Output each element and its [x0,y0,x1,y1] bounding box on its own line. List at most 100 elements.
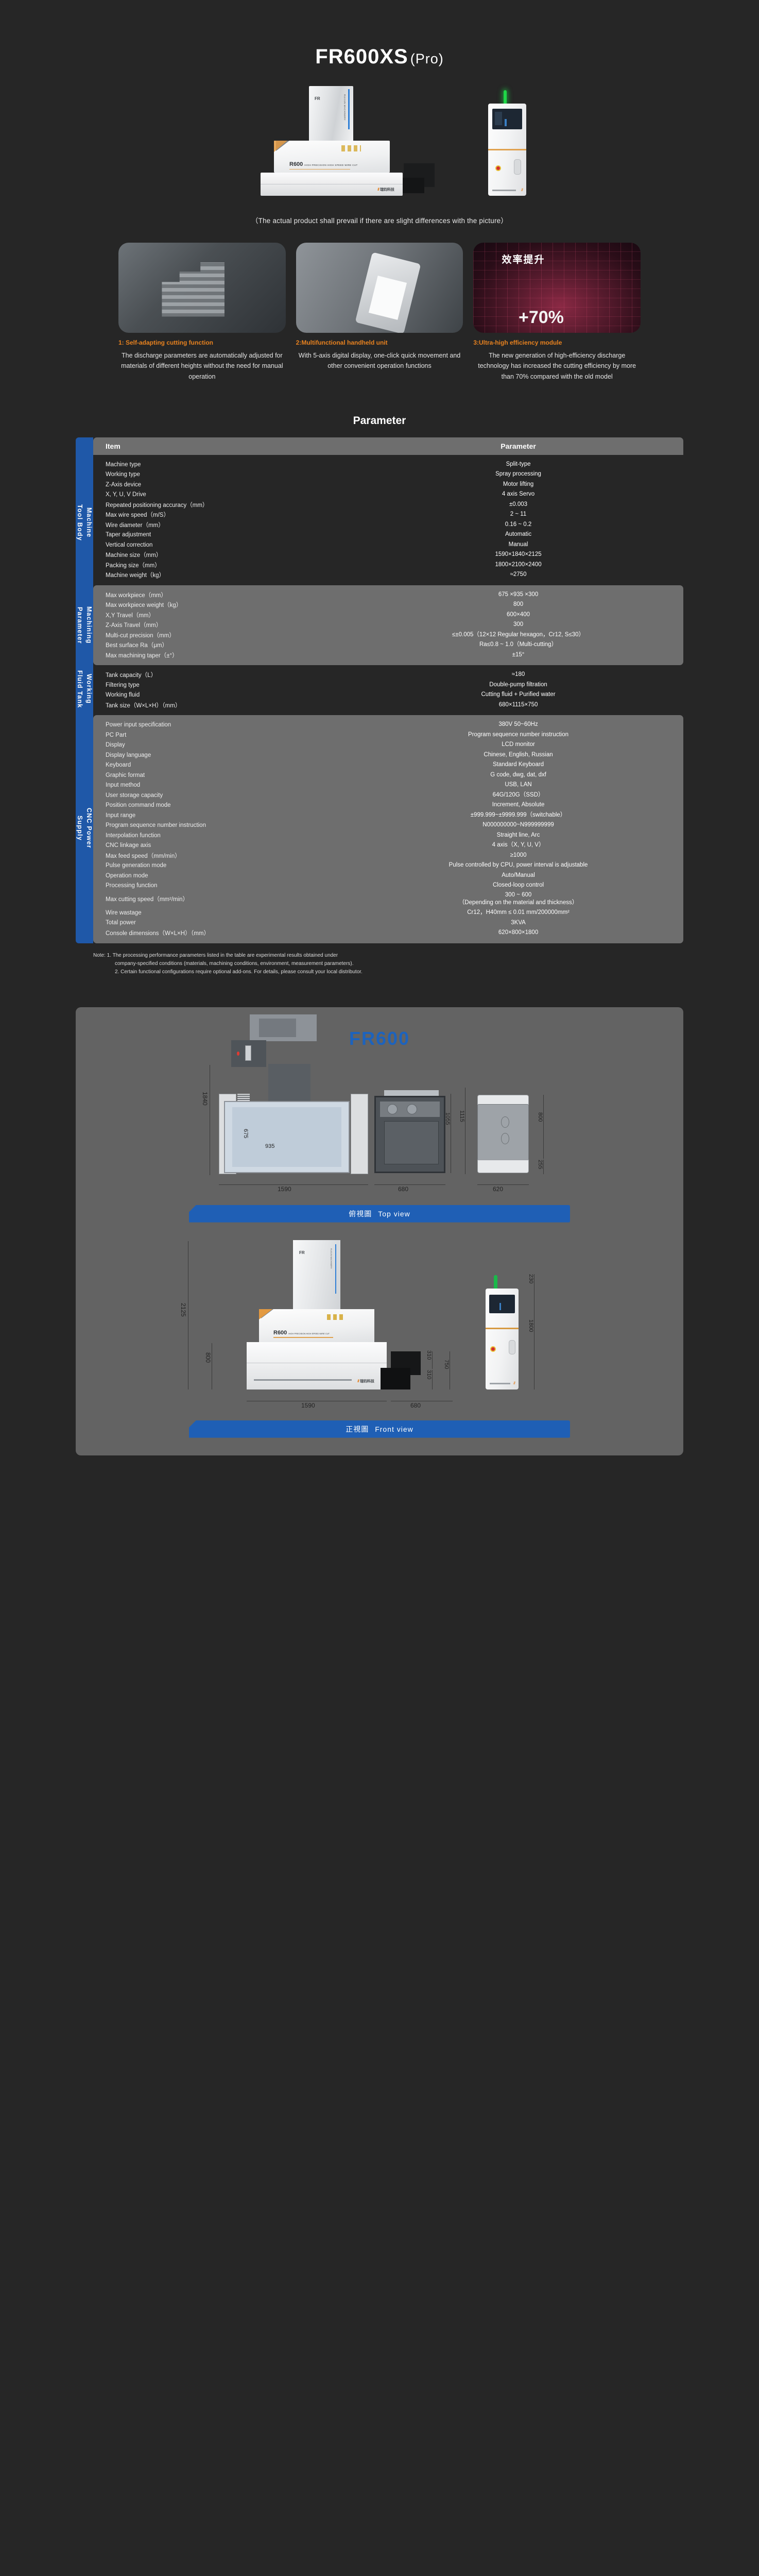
param-item-label: X, Y, U, V Drive [106,492,146,498]
param-value: Auto/Manual [502,872,535,878]
param-item-label: Pulse generation mode [106,862,167,869]
machine-base-cabinet: ///瑞钧科技 [261,173,403,196]
param-item-label: Filtering type [106,682,140,688]
param-item-label: Input range [106,812,136,819]
fv-base-handle [254,1379,352,1381]
param-item-label: Max workpiece（mm） [106,592,167,599]
param-value: Double-pump filtration [489,681,547,688]
fv-emergency-stop-icon [490,1346,496,1352]
table-row: Wire wastage Cr12，H40mm ≤ 0.01 mm/200000m… [106,908,671,918]
param-item-label: Z-Axis Travel（mm） [106,622,162,629]
handheld-remote-icon [514,159,521,175]
param-item-label: CNC linkage axis [106,842,151,849]
dim-line-console-depth [543,1094,544,1159]
table-row: Z-Axis device Motor lifting [106,480,671,490]
dim-width-680: 680 [398,1185,409,1193]
fv-brand-logo: ///瑞钧科技 [357,1379,374,1383]
parameter-heading: Parameter [353,414,406,427]
dim-console-led-230: 230 [528,1274,534,1284]
machine-illustration: FR RUIJUN MACHINERY R600 HIGH PRECISION H… [220,86,442,197]
table-row: Max machining taper（±°） ±15° [106,650,671,660]
dim-fv-width-1590: 1590 [301,1401,315,1409]
dim-inner-width-935: 935 [265,1143,275,1149]
fv-console-screen [489,1294,515,1313]
dim-height-1840: 1840 [201,1091,209,1106]
tv-console-knob-1-icon [501,1116,509,1128]
parameter-table: Machine Tool Body Machining Parameter Wo… [76,437,683,943]
param-item-label: Power input specification [106,722,171,728]
warning-label-icon [341,145,361,151]
dim-line-tank-upper [432,1351,433,1369]
top-view-button[interactable]: 俯視圖 Top view [189,1205,570,1223]
dim-total-height-2125: 2125 [180,1302,187,1317]
table-row: Machine type Split-type [106,460,671,470]
top-view-label-en: Top view [378,1209,410,1218]
fv-machine-model-label: R600 HIGH PRECISION HIGH SPEED WIRE CUT [273,1329,330,1336]
emergency-stop-icon [495,165,501,171]
fv-tower-brand-label: FR [299,1250,305,1255]
param-item-label: Position command mode [106,802,171,808]
front-view-button[interactable]: 正視圖 Front view [189,1420,570,1438]
dim-cabinet-inner-1055: 1055 [444,1112,451,1125]
feature-body: The discharge parameters are automatical… [121,352,283,380]
param-value: 800 [513,601,524,608]
rail-machine-tool-body: Machine Tool Body [76,460,93,586]
param-item-label: User storage capacity [106,792,163,799]
dim-line-width-console [477,1184,529,1185]
top-view-console [477,1094,529,1173]
tv-work-tank [224,1100,350,1173]
machine-upper-body: R600 HIGH PRECISION HIGH SPEED WIRE CUT [274,141,390,173]
dim-line-width-machine [219,1184,368,1185]
table-row: Input method USB, LAN [106,780,671,790]
fv-console: /// [486,1275,519,1389]
param-value: N000000000~N999999999 [482,822,554,828]
fv-tower-vertical-text: RUIJUN MACHINERY [330,1248,333,1269]
param-value: ≈2750 [510,571,527,578]
param-value: 0.16 ~ 0.2 [505,521,532,528]
param-item-label: Packing size（mm） [106,562,161,569]
console-screen [492,109,522,129]
fv-warning-label-icon [327,1314,346,1320]
param-value: Motor lifting [503,481,534,487]
feature-card: 2:Multifunctional handheld unit With 5-a… [296,243,463,382]
table-row: Position command mode Increment, Absolute [106,800,671,810]
param-item-label: Vertical correction [106,541,153,548]
param-item-label: Operation mode [106,872,148,879]
drawings-card: FR600 [76,1007,683,1455]
tv-cabinet-lid [384,1090,439,1096]
param-value: 4 axis Servo [502,491,535,498]
param-value: 680×1115×750 [498,701,538,708]
page-title: FR600XS (Pro) [315,45,443,69]
table-row: Max workpiece（mm） 675 ×935 ×300 [106,590,671,600]
table-row: Taper adjustment Automatic [106,530,671,540]
param-item-label: X,Y Travel（mm） [106,612,154,619]
front-view-label-zh: 正視圖 [346,1425,369,1433]
param-item-label: Total power [106,920,136,926]
table-row: User storage capacity 64G/120G（SSD） [106,790,671,801]
tv-pump-bay [380,1101,440,1117]
param-item-label: Input method [106,782,141,788]
param-item-label: Z-Axis device [106,481,142,488]
top-view-label-zh: 俯視圖 [349,1209,372,1218]
param-value: Cr12，H40mm ≤ 0.01 mm/200000mm² [467,909,570,916]
dim-tank-lower-310: 310 [426,1369,432,1380]
param-value: Increment, Absolute [492,802,545,808]
feature-body: The new generation of high-efficiency di… [478,352,636,380]
note-line-3: 2. Certain functional configurations req… [115,969,363,975]
param-item-label: Tank capacity（L） [106,672,157,679]
param-item-label: Max cutting speed（mm²/min） [106,896,189,903]
dim-tank-upper-310: 310 [426,1350,432,1360]
table-row: Max feed speed（mm/min） ≥1000 [106,851,671,861]
efficiency-overlay-cn: 效率提升 [502,254,545,265]
dim-console-height-1800: 1800 [528,1319,534,1332]
feature-card: 1: Self-adapting cutting function The di… [118,243,286,382]
console-accent-stripe [488,149,526,150]
feature-title: 3:Ultra-high efficiency module [473,339,562,346]
dim-line-tank-lower [432,1369,433,1389]
brand-logo: ///瑞钧科技 [377,188,394,192]
table-row: Display LCD monitor [106,740,671,750]
param-item-label: Wire diameter（mm） [106,522,164,529]
param-value: 600×400 [506,611,530,618]
tv-wire-tower-top [250,1014,317,1041]
table-row: Power input specification 380V 50~60Hz [106,720,671,730]
